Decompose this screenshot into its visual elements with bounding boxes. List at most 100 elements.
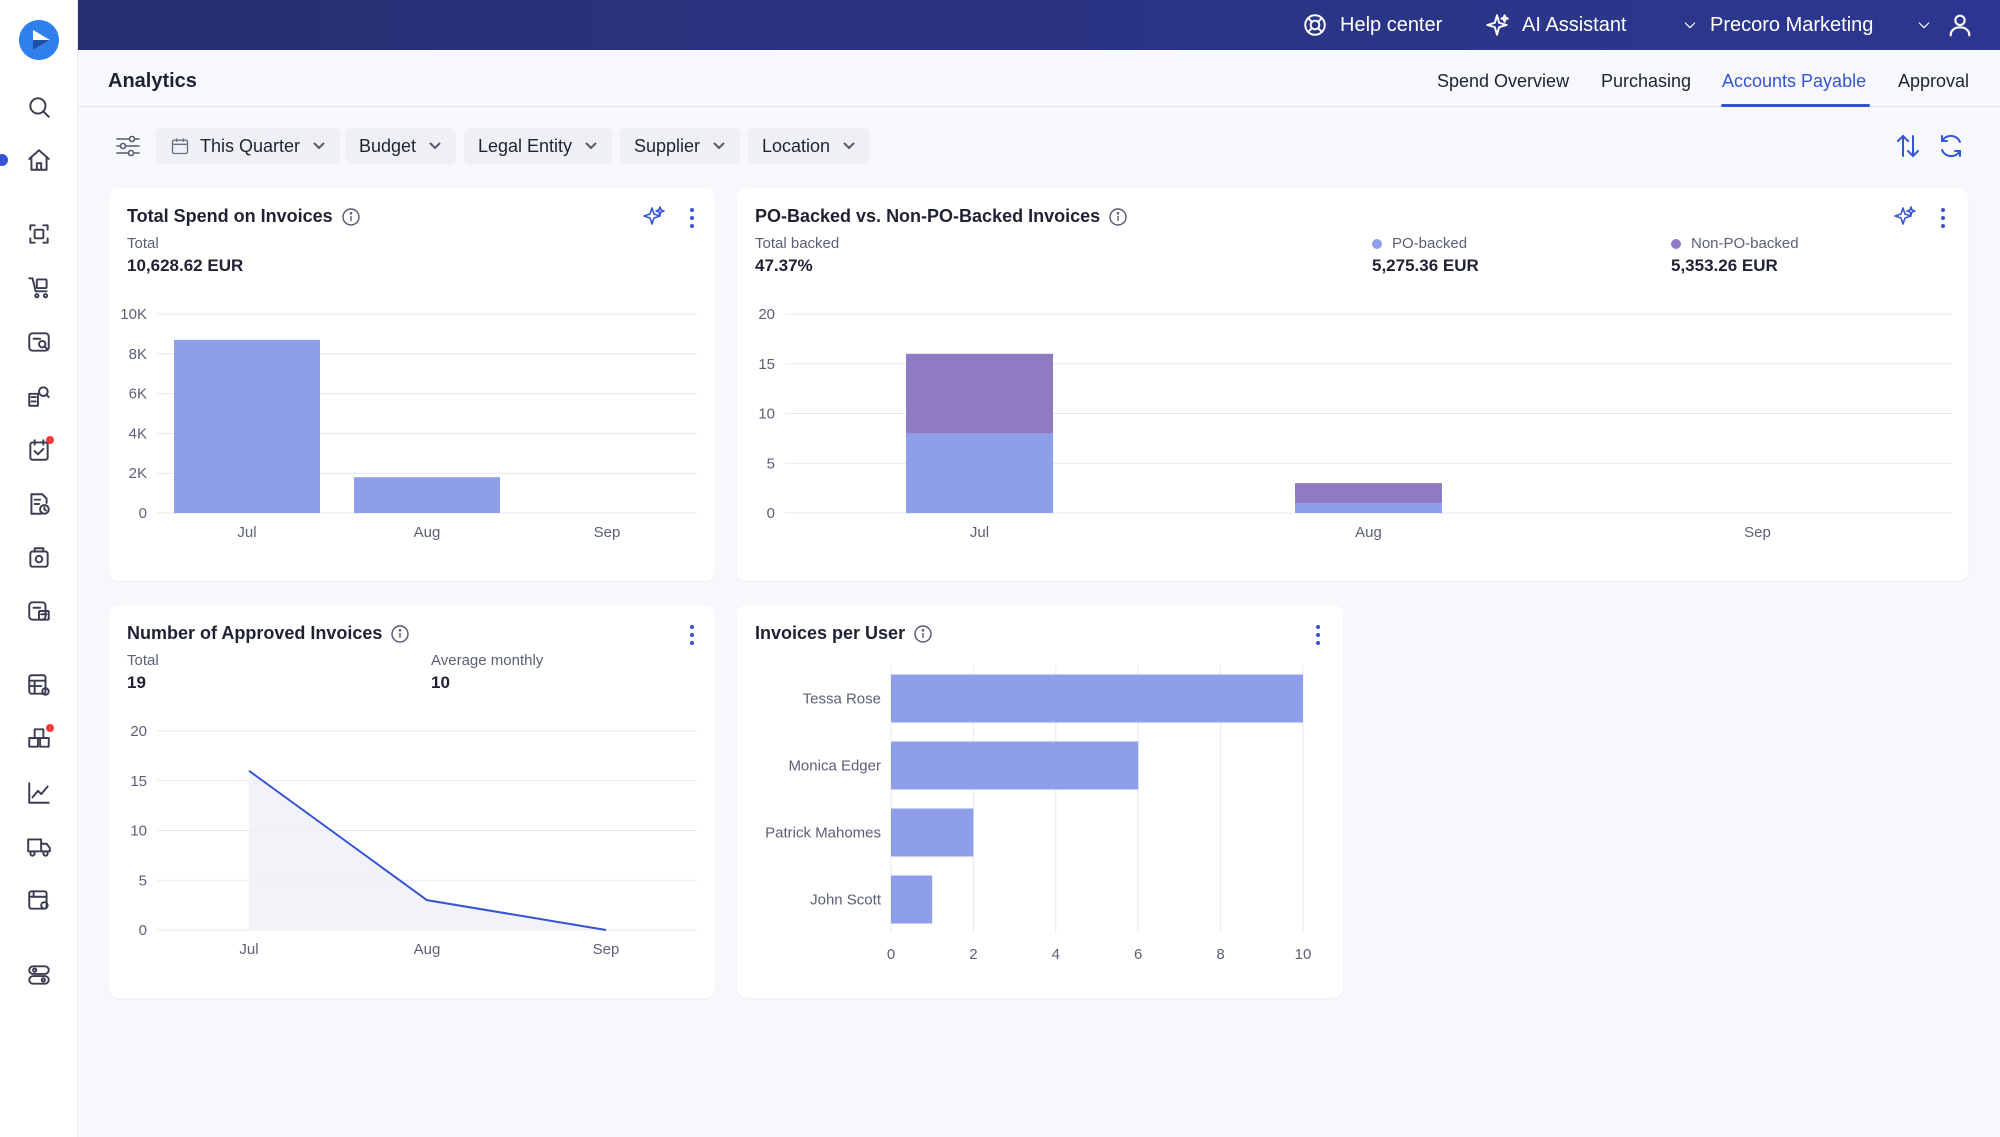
help-center-label: Help center <box>1340 13 1443 36</box>
notification-dot <box>46 436 54 444</box>
more-options-icon[interactable] <box>1933 206 1953 230</box>
total-label: Total <box>127 652 159 669</box>
x-tick-label: Sep <box>1744 524 1771 541</box>
app-logo[interactable] <box>19 20 59 60</box>
total-value: 10,628.62 EUR <box>127 256 244 275</box>
more-options-icon[interactable] <box>1308 623 1328 647</box>
po-backed-value: 5,275.36 EUR <box>1372 256 1479 275</box>
purchase-cart-icon[interactable] <box>24 272 54 302</box>
more-options-icon[interactable] <box>682 623 702 647</box>
x-tick-label: Aug <box>414 524 441 541</box>
tab-approval[interactable]: Approval <box>1898 71 1970 91</box>
chevron-down-icon <box>712 136 726 157</box>
total-backed-value: 47.37% <box>755 256 813 275</box>
filter-settings-icon[interactable] <box>112 130 144 162</box>
period-filter[interactable]: This Quarter <box>156 128 341 164</box>
card-title: PO-Backed vs. Non-PO-Backed Invoices <box>755 206 1101 226</box>
receipts-icon[interactable] <box>24 543 54 573</box>
inventory-boxes-icon[interactable] <box>24 723 54 753</box>
info-icon[interactable] <box>390 624 410 644</box>
period-filter-label: This Quarter <box>200 135 301 156</box>
request-doc-icon[interactable] <box>24 327 54 357</box>
bar <box>891 674 1303 723</box>
help-center-link[interactable]: Help center <box>1302 0 1442 50</box>
payments-doc-icon[interactable] <box>24 596 54 626</box>
analytics-chart-icon[interactable] <box>24 778 54 808</box>
tab-purchasing[interactable]: Purchasing <box>1601 71 1692 91</box>
sort-icon[interactable] <box>1892 130 1924 162</box>
tab-spend-overview[interactable]: Spend Overview <box>1437 71 1570 91</box>
supplier-search-icon[interactable] <box>24 381 54 411</box>
total-spend-title-row: Total Spend on Invoices <box>127 206 361 227</box>
x-tick-label: 8 <box>1216 946 1224 963</box>
x-tick-label: 4 <box>1052 946 1060 963</box>
bar <box>891 808 974 857</box>
x-tick-label: 2 <box>969 946 977 963</box>
non-po-backed-value: 5,353.26 EUR <box>1671 256 1778 275</box>
active-tab-indicator <box>1721 104 1870 107</box>
y-tick-label: 0 <box>767 505 775 522</box>
non-po-backed-label: Non-PO-backed <box>1691 235 1799 252</box>
chevron-down-icon <box>312 136 326 157</box>
legal-entity-filter[interactable]: Legal Entity <box>464 128 613 164</box>
x-tick-label: 0 <box>887 946 895 963</box>
user-icon <box>1949 14 1971 37</box>
total-label: Total <box>127 235 159 252</box>
bar <box>891 741 1139 790</box>
tab-accounts-payable[interactable]: Accounts Payable <box>1722 71 1867 91</box>
x-tick-label: Sep <box>593 941 620 958</box>
user-menu[interactable] <box>1916 0 1974 50</box>
po-backed-title-row: PO-Backed vs. Non-PO-Backed Invoices <box>755 206 1128 227</box>
search-icon[interactable] <box>24 92 54 122</box>
approvals-icon[interactable] <box>24 435 54 465</box>
card-title: Number of Approved Invoices <box>127 623 383 643</box>
average-monthly-value: 10 <box>431 673 450 692</box>
average-monthly-label: Average monthly <box>431 652 544 669</box>
y-tick-label: 2K <box>129 465 147 482</box>
invoices-per-user-card: Invoices per User 0 2 4 6 8 10 Tessa Rose Monic… <box>737 605 1343 998</box>
y-tick-label: Tessa Rose <box>803 691 881 708</box>
catalog-settings-icon[interactable] <box>24 885 54 915</box>
delivery-truck-icon[interactable] <box>24 832 54 862</box>
y-tick-label: 4K <box>129 425 147 442</box>
home-icon[interactable] <box>24 145 54 175</box>
x-tick-label: Jul <box>237 524 256 541</box>
info-icon[interactable] <box>913 624 933 644</box>
x-tick-label: Jul <box>970 524 989 541</box>
more-options-icon[interactable] <box>682 206 702 230</box>
y-tick-label: 15 <box>130 773 147 790</box>
settings-toggle-icon[interactable] <box>24 960 54 990</box>
info-icon[interactable] <box>1108 207 1128 227</box>
y-tick-label: 6K <box>129 386 147 403</box>
total-backed-label: Total backed <box>755 235 840 252</box>
company-selector[interactable]: Precoro Marketing <box>1682 0 1873 50</box>
budget-filter[interactable]: Budget <box>345 128 457 164</box>
refresh-icon[interactable] <box>1935 130 1967 162</box>
scan-icon[interactable] <box>24 219 54 249</box>
ai-sparkle-icon[interactable] <box>641 204 667 230</box>
po-backed-legend: PO-backed <box>1372 235 1467 252</box>
y-tick-label: John Scott <box>810 892 882 909</box>
supplier-filter[interactable]: Supplier <box>620 128 741 164</box>
y-tick-label: 15 <box>758 356 775 373</box>
company-name: Precoro Marketing <box>1710 13 1874 36</box>
ai-sparkle-icon[interactable] <box>1892 204 1918 230</box>
bar-segment <box>906 353 1053 434</box>
chevron-down-icon <box>1918 22 1930 29</box>
approved-invoices-card: Number of Approved Invoices Total 19 Ave… <box>109 605 715 998</box>
calendar-icon <box>171 138 189 155</box>
sparkle-icon <box>1486 14 1509 36</box>
lifebuoy-icon <box>1304 14 1326 36</box>
x-tick-label: Sep <box>594 524 621 541</box>
info-icon[interactable] <box>341 207 361 227</box>
y-tick-label: 10 <box>130 823 147 840</box>
location-filter[interactable]: Location <box>748 128 871 164</box>
invoice-clock-icon[interactable] <box>24 489 54 519</box>
bar-segment <box>1295 503 1442 513</box>
total-spend-card: Total Spend on Invoices Total 10,628.62 … <box>109 188 715 581</box>
invoices-per-user-chart: 0 2 4 6 8 10 Tessa Rose Monica Edger Patrick Mah… <box>765 665 1311 963</box>
legal-entity-filter-label: Legal Entity <box>478 135 573 156</box>
ai-assistant-button[interactable]: AI Assistant <box>1484 0 1627 50</box>
budget-table-icon[interactable] <box>24 670 54 700</box>
po-backed-label: PO-backed <box>1392 235 1468 252</box>
